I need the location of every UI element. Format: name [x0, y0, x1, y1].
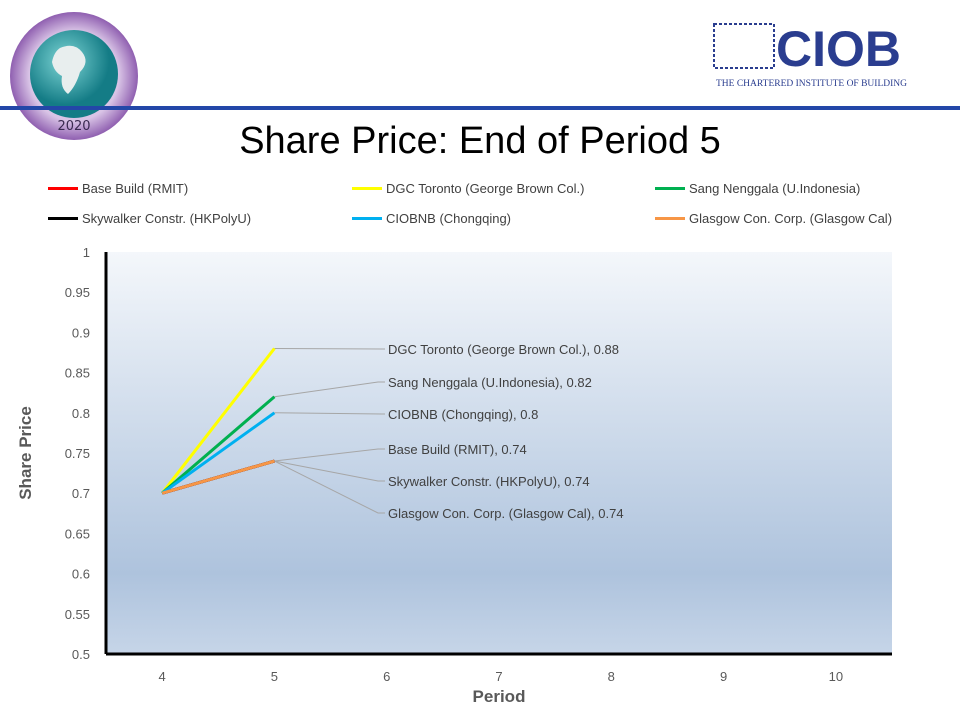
leader-line — [274, 412, 386, 415]
chart-title: Share Price: End of Period 5 — [239, 120, 721, 162]
data-label: Base Build (RMIT), 0.74 — [388, 442, 527, 457]
y-axis-title: Share Price — [16, 406, 35, 500]
svg-text:CIOB: CIOB — [776, 21, 901, 77]
legend-label: Skywalker Constr. (HKPolyU) — [82, 211, 252, 226]
series-line — [160, 347, 276, 495]
legend-label: Base Build (RMIT) — [82, 181, 189, 196]
legend-swatch — [655, 217, 685, 220]
legend-swatch — [48, 217, 78, 220]
data-label: Glasgow Con. Corp. (Glasgow Cal), 0.74 — [388, 506, 624, 521]
leader-line — [274, 460, 385, 482]
legend-item: CIOBNB (Chongqing) — [352, 211, 511, 226]
x-tick-label: 7 — [495, 669, 502, 684]
y-tick-label: 0.9 — [72, 325, 90, 340]
y-tick-label: 0.95 — [65, 285, 90, 300]
x-tick-label: 9 — [720, 669, 727, 684]
legend-label: DGC Toronto (George Brown Col.) — [386, 181, 585, 196]
x-tick-label: 6 — [383, 669, 390, 684]
leader-line — [274, 448, 385, 462]
legend-item: DGC Toronto (George Brown Col.) — [352, 181, 584, 196]
leader-line — [274, 460, 385, 514]
legend-item: Glasgow Con. Corp. (Glasgow Cal) — [655, 211, 892, 226]
legend-item: Base Build (RMIT) — [48, 181, 188, 196]
x-tick-label: 10 — [829, 669, 843, 684]
series-line — [161, 411, 276, 495]
x-tick-label: 8 — [608, 669, 615, 684]
x-axis-title: Period — [473, 687, 526, 706]
plot-area — [106, 252, 892, 654]
y-tick-label: 0.8 — [72, 406, 90, 421]
legend-swatch — [352, 217, 382, 220]
y-tick-label: 0.6 — [72, 567, 90, 582]
y-tick-label: 0.7 — [72, 486, 90, 501]
svg-text:2020: 2020 — [57, 119, 90, 134]
y-tick-label: 0.55 — [65, 607, 90, 622]
x-tick-label: 5 — [271, 669, 278, 684]
y-tick-label: 0.75 — [65, 446, 90, 461]
data-label: Skywalker Constr. (HKPolyU), 0.74 — [388, 474, 590, 489]
y-tick-label: 0.65 — [65, 526, 90, 541]
y-tick-label: 0.5 — [72, 647, 90, 662]
y-tick-label: 1 — [83, 245, 90, 260]
data-label: Sang Nenggala (U.Indonesia), 0.82 — [388, 375, 592, 390]
leader-line — [274, 381, 385, 398]
data-label: CIOBNB (Chongqing), 0.8 — [388, 407, 538, 422]
legend-swatch — [48, 187, 78, 190]
legend-label: Glasgow Con. Corp. (Glasgow Cal) — [689, 211, 893, 226]
legend-label: Sang Nenggala (U.Indonesia) — [689, 181, 861, 196]
legend-item: Sang Nenggala (U.Indonesia) — [655, 181, 860, 196]
series-line — [161, 395, 276, 495]
legend-item: Skywalker Constr. (HKPolyU) — [48, 211, 251, 226]
series-line — [161, 459, 275, 495]
legend-swatch — [655, 187, 685, 190]
data-label: DGC Toronto (George Brown Col.), 0.88 — [388, 342, 619, 357]
svg-text:THE CHARTERED INSTITUTE OF BUI: THE CHARTERED INSTITUTE OF BUILDING — [716, 79, 907, 89]
ciob-logo: CIOB THE CHARTERED INSTITUTE OF BUILDING — [712, 18, 934, 95]
legend-swatch — [352, 187, 382, 190]
y-tick-label: 0.85 — [65, 366, 90, 381]
x-tick-label: 4 — [159, 669, 166, 684]
leader-line — [274, 347, 386, 350]
header-divider — [0, 106, 960, 110]
legend-label: CIOBNB (Chongqing) — [386, 211, 511, 226]
